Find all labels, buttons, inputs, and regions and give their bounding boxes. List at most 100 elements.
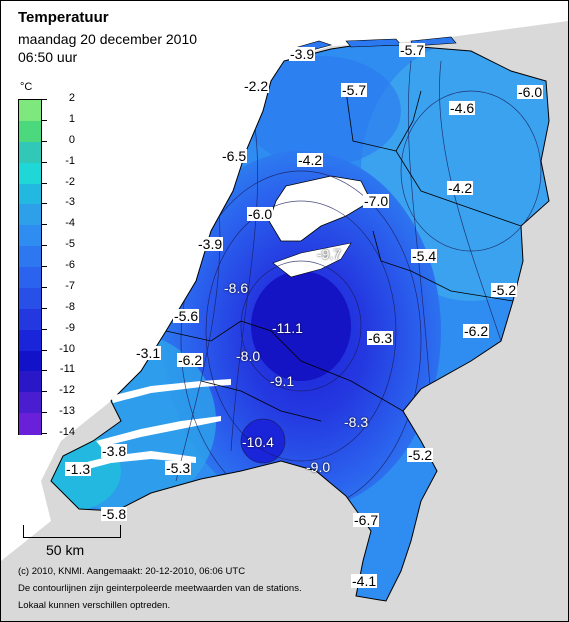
legend-label: -6 [65,259,75,271]
legend-tick [41,266,47,267]
legend-tick [41,433,47,434]
legend-tick [41,140,47,142]
station-value: -9.7 [317,246,342,262]
station-value: -6.0 [517,84,544,100]
legend-tick [41,245,47,247]
legend-swatch [19,308,41,331]
legend-swatch [19,100,41,122]
legend-tick [41,391,47,393]
disclaimer-text: Lokaal kunnen verschillen optreden. [18,600,171,611]
legend-tick [41,99,47,100]
legend-label: -7 [65,279,75,292]
station-value: -1.3 [65,461,92,477]
station-value: -7.0 [363,193,390,209]
legend-label: 0 [68,133,75,146]
color-legend [18,99,42,435]
station-value: -5.2 [407,447,434,463]
scale-bar [23,525,121,538]
station-value: -5.3 [165,460,192,476]
legend-tick [41,224,47,226]
legend-label: -8 [65,300,75,313]
legend-unit: °C [20,81,33,93]
legend-label: -1 [65,154,75,167]
legend-label: -3 [65,196,75,209]
legend-label: -4 [65,217,75,230]
contour-lines [175,60,542,512]
station-value: -8.0 [236,348,261,364]
station-value: -4.2 [447,180,474,196]
legend-label: -14 [59,426,75,438]
legend-swatch [19,267,41,289]
station-value: -5.8 [101,506,128,522]
scale-label: 50 km [46,542,85,558]
legend-swatch [19,350,41,372]
legend-label: -2 [65,175,75,188]
station-value: -4.6 [449,100,476,116]
legend-label: 2 [68,92,75,104]
legend-tick [41,328,47,330]
legend-tick [41,286,47,288]
station-value: -8.3 [344,414,369,430]
station-value: -6.5 [221,148,248,164]
zeeland-water [71,451,196,473]
legend-swatch [19,392,41,414]
province-borders [165,90,522,422]
station-value: -9.1 [270,373,295,389]
station-value: -5.7 [399,42,426,58]
station-value: -9.0 [306,459,331,475]
legend-label: -12 [59,384,75,397]
map-time: 06:50 uur [18,49,78,65]
legend-swatch [19,183,41,205]
station-value: -8.6 [224,280,249,296]
legend-swatch [19,287,41,310]
copyright-text: (c) 2010, KNMI. Aangemaakt: 20-12-2010, … [18,566,246,577]
legend-swatch [19,225,41,247]
legend-tick [41,412,47,414]
station-value: -6.7 [353,512,380,528]
station-value: -4.2 [297,152,324,168]
legend-tick [41,161,47,163]
station-value: -3.1 [135,345,162,361]
info-text: De contourlijnen zijn geinterpoleerde me… [18,583,302,594]
legend-label: -13 [59,405,75,418]
legend-swatch [19,120,41,143]
station-value: -2.2 [243,78,270,94]
legend-swatch [19,329,41,351]
legend-swatch [19,204,41,226]
zeeland-water [96,416,221,447]
legend-swatch [19,413,41,435]
station-value: -6.3 [367,330,394,346]
station-value: -5.6 [173,308,200,324]
station-value: -4.1 [351,573,378,589]
legend-tick [41,349,47,351]
station-value: -6.2 [177,352,204,368]
legend-swatch [19,371,41,393]
station-value: -6.0 [247,206,274,222]
legend-tick [41,119,47,121]
station-value: -6.2 [463,323,490,339]
station-value: -5.2 [491,282,518,298]
legend-label: -10 [59,342,75,355]
markermeer [272,242,352,278]
legend-label: -9 [65,321,75,334]
legend-label: 1 [68,112,75,125]
legend-tick [41,370,47,372]
legend-tick [41,203,47,205]
station-value: -3.8 [101,443,128,459]
legend-label: -5 [65,238,75,251]
station-value: -10.4 [242,434,274,450]
legend-swatch [19,141,41,164]
map-title: Temperatuur [18,9,109,26]
station-value: -3.9 [197,236,224,252]
station-value: -5.4 [411,248,438,264]
legend-label: -11 [59,363,75,376]
station-value: -11.1 [272,320,303,336]
map-date: maandag 20 december 2010 [18,31,198,47]
sea [1,1,568,561]
legend-tick [41,182,47,184]
legend-swatch [19,162,41,184]
station-value: -3.9 [289,46,316,62]
legend-swatch [19,246,41,268]
legend-tick [41,307,47,309]
